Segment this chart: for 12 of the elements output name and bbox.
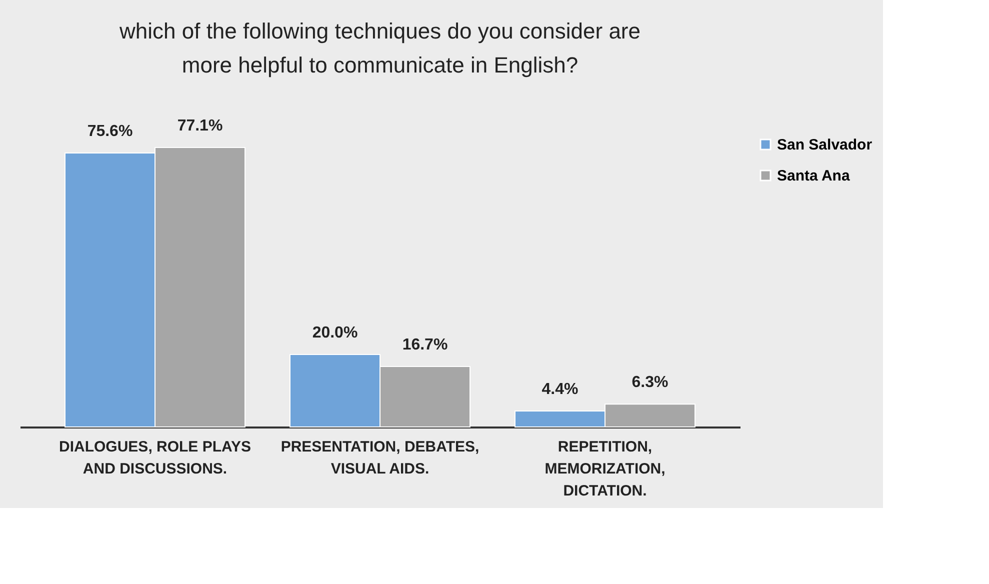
legend-label: San Salvador <box>777 136 872 154</box>
data-label: 20.0% <box>312 324 358 342</box>
chart-title: which of the following techniques do you consider are more helpful to communicate in English? <box>118 18 640 78</box>
legend-label: Santa Ana <box>777 168 850 184</box>
x-tick-label: DIALOGUES, ROLE PLAYS AND DISCUSSIONS. <box>59 438 251 478</box>
data-label: 4.4% <box>542 381 578 398</box>
data-label: 6.3% <box>632 374 668 392</box>
data-label: 77.1% <box>177 118 223 135</box>
data-label: 16.7% <box>402 336 448 354</box>
x-tick-label: PRESENTATION, DEBATES, VISUAL AIDS. <box>280 438 480 478</box>
data-label: 75.6% <box>87 122 133 140</box>
x-tick-label: REPETITION, MEMORIZATION, DICTATION. <box>544 438 666 500</box>
